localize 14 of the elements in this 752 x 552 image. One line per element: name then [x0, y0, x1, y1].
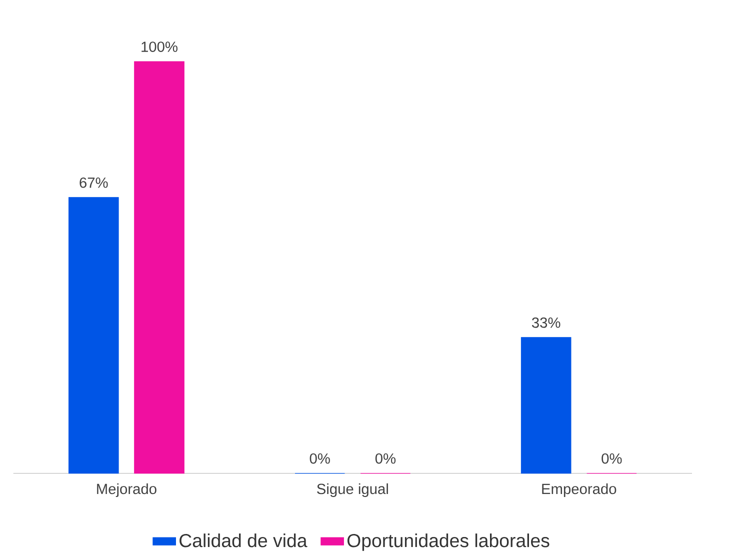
x-tick-label: Sigue igual: [317, 483, 388, 498]
bar: [520, 337, 572, 474]
data-label: 33%: [532, 317, 560, 328]
bar: [68, 197, 119, 474]
data-label: 0%: [602, 453, 622, 464]
bar: [134, 61, 184, 474]
data-label: 0%: [375, 453, 396, 464]
data-label: 0%: [310, 453, 330, 464]
x-tick-label: Mejorado: [97, 483, 156, 498]
legend-label: Oportunidades laborales: [347, 534, 550, 551]
legend-label: Calidad de vida: [180, 534, 308, 548]
data-label: 100%: [142, 42, 178, 52]
x-tick-label: Empeorado: [542, 483, 616, 498]
data-label: 67%: [80, 177, 108, 188]
